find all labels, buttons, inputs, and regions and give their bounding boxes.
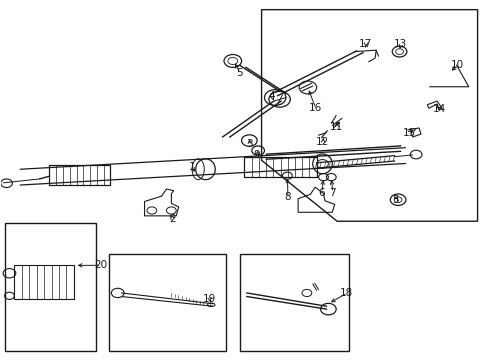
Text: 12: 12 — [315, 138, 328, 147]
Text: 9: 9 — [253, 150, 260, 160]
Text: 6: 6 — [318, 188, 324, 198]
Text: 16: 16 — [308, 103, 321, 113]
Text: 19: 19 — [203, 294, 216, 304]
Text: 7: 7 — [328, 188, 335, 198]
Text: 11: 11 — [329, 122, 342, 132]
Text: 10: 10 — [450, 60, 463, 70]
Text: 5: 5 — [236, 68, 243, 78]
Text: 2: 2 — [169, 215, 175, 224]
Text: 1: 1 — [188, 162, 195, 172]
Bar — [4, 223, 96, 351]
Bar — [239, 253, 348, 351]
Text: 13: 13 — [393, 40, 407, 49]
Text: 20: 20 — [94, 260, 107, 270]
Text: 4: 4 — [267, 91, 274, 101]
Text: 15: 15 — [402, 128, 415, 138]
Text: 14: 14 — [432, 104, 445, 114]
Text: 17: 17 — [358, 40, 371, 49]
Text: 18: 18 — [340, 288, 353, 298]
Text: 5: 5 — [391, 195, 398, 205]
Text: 3: 3 — [245, 139, 252, 149]
Text: 8: 8 — [284, 192, 290, 202]
Bar — [109, 253, 225, 351]
